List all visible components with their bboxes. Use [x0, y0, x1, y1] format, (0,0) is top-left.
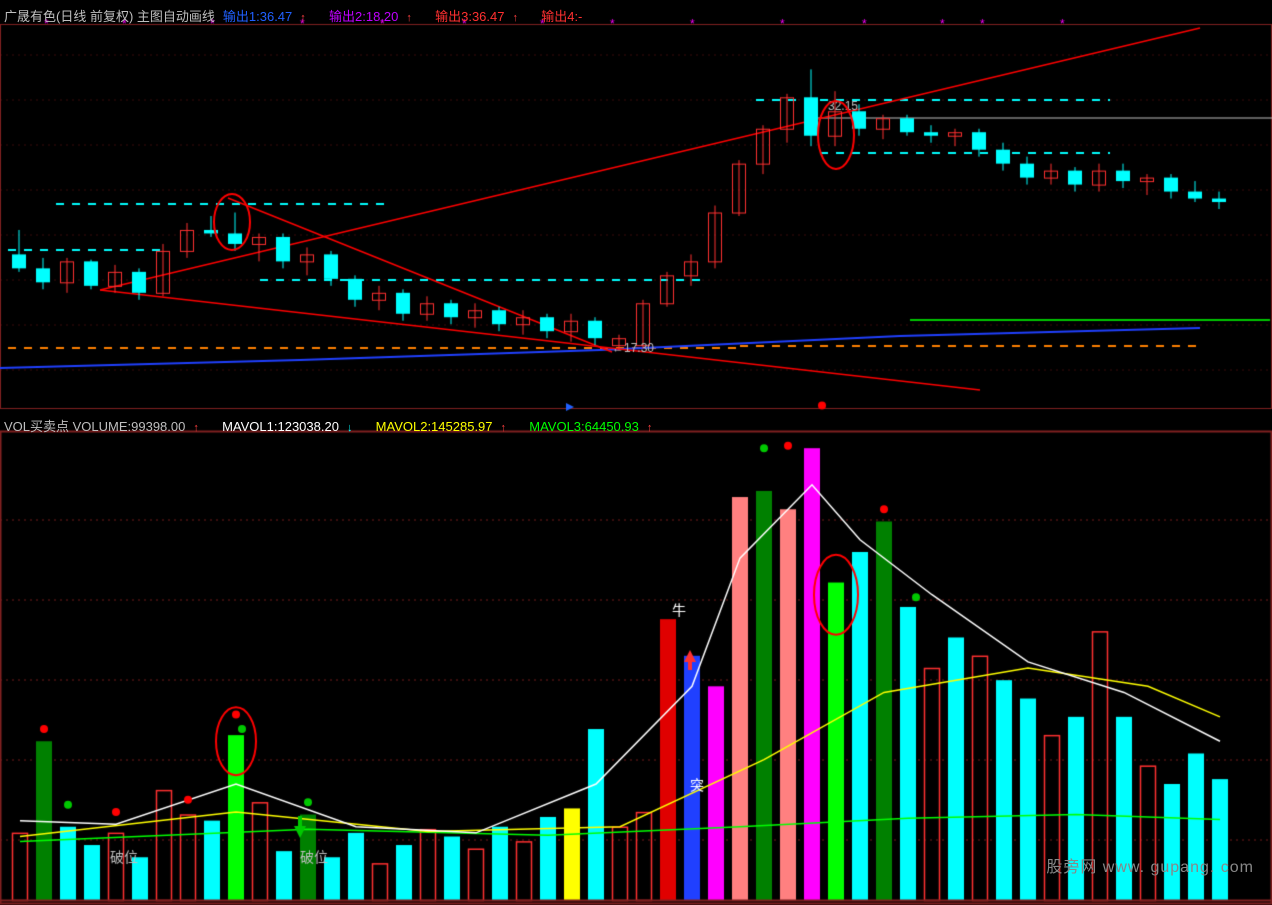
price-header: 广晟有色(日线 前复权) 主图自动画线输出1:36.47↑ 输出2:18.20↑…	[4, 6, 590, 25]
header-metric: 广晟有色(日线 前复权) 主图自动画线	[4, 9, 215, 24]
header-metric: 输出4:-	[541, 9, 582, 24]
watermark-text: 股旁网 www. gupang. com	[1046, 853, 1254, 877]
header-metric: MAVOL1:123038.20	[222, 419, 339, 434]
stock-chart-canvas	[0, 0, 1272, 905]
header-metric: MAVOL2:145285.97	[376, 419, 493, 434]
header-metric: 输出1:36.47	[223, 9, 292, 24]
header-metric: VOL买卖点 VOLUME:99398.00	[4, 419, 185, 434]
header-metric: MAVOL3:64450.93	[529, 419, 639, 434]
volume-header: VOL买卖点 VOLUME:99398.00↑ MAVOL1:123038.20…	[4, 416, 676, 435]
header-metric: 输出3:36.47	[435, 9, 504, 24]
header-metric: 输出2:18.20	[329, 9, 398, 24]
